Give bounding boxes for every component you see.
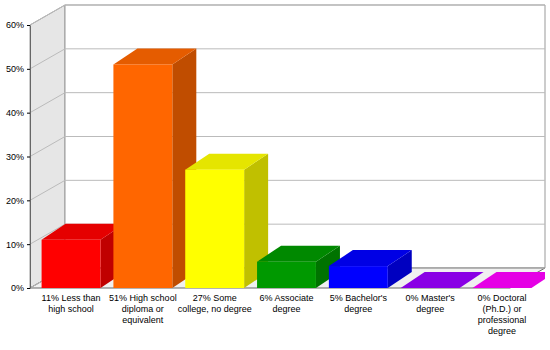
grid-line: [30, 5, 545, 25]
y-tick: 10%: [6, 240, 30, 250]
x-tick-label-line: diploma or: [122, 304, 164, 314]
y-tick-mark: [27, 113, 30, 114]
bar-top: [473, 272, 545, 288]
x-tick-label-line: 0% Master's: [406, 293, 456, 303]
y-tick: 60%: [6, 20, 30, 30]
bar-top: [329, 250, 412, 266]
x-tick-label-line: 27% Some: [193, 293, 237, 303]
y-tick-label: 50%: [6, 64, 24, 74]
y-tick: 50%: [6, 64, 30, 74]
y-tick-mark: [27, 244, 30, 245]
x-tick: 0% Doctoral(Ph.D.) orprofessionaldegree: [477, 292, 526, 336]
bar-group: [257, 246, 340, 288]
x-tick-label-line: 5% Bachelor's: [330, 293, 388, 303]
grid-line: [30, 180, 545, 200]
y-tick-label: 60%: [6, 20, 24, 30]
x-tick-label: 11% Less thanhigh school: [42, 293, 101, 314]
x-tick-label: 6% Associatedegree: [259, 293, 313, 314]
y-tick-label: 0%: [11, 283, 24, 293]
x-tick-label-line: (Ph.D.) or: [482, 304, 521, 314]
x-tick-label-line: 51% High school: [109, 293, 177, 303]
x-tick-label-line: degree: [416, 304, 444, 314]
grid-line: [30, 137, 545, 157]
x-tick-label: 0% Master'sdegree: [406, 293, 456, 314]
y-tick-mark: [27, 200, 30, 201]
x-tick-label: 27% Somecollege, no degree: [178, 293, 252, 314]
x-tick-label-line: professional: [478, 315, 527, 325]
x-tick: 5% Bachelor'sdegree: [330, 292, 388, 314]
bar: [473, 288, 532, 289]
bar: [185, 170, 244, 288]
y-tick-label: 10%: [6, 240, 24, 250]
x-tick-label: 5% Bachelor'sdegree: [330, 293, 388, 314]
x-tick-label-line: high school: [48, 304, 94, 314]
grid-line: [30, 93, 545, 113]
chart: 0% 10% 20% 30% 40% 50% 60% 11% Less thanhigh sc…: [0, 0, 550, 350]
x-tick-label-line: college, no degree: [178, 304, 252, 314]
grid-line: [30, 49, 545, 69]
y-tick-mark: [27, 69, 30, 70]
x-axis: 11% Less thanhigh school51% High schoold…: [42, 292, 527, 336]
grid: [30, 5, 545, 288]
bar-group: [113, 48, 196, 288]
x-tick: 27% Somecollege, no degree: [178, 292, 252, 314]
bar: [401, 288, 460, 289]
x-tick-label: 0% Doctoral(Ph.D.) orprofessionaldegree: [477, 293, 526, 335]
y-tick-label: 40%: [6, 108, 24, 118]
bar-group: [329, 250, 412, 288]
x-tick: 6% Associatedegree: [259, 292, 313, 314]
bar: [113, 64, 172, 288]
y-tick: 20%: [6, 196, 30, 206]
y-axis-line: [30, 26, 31, 289]
x-tick: 11% Less thanhigh school: [42, 292, 101, 314]
y-tick-label: 20%: [6, 196, 24, 206]
bar: [257, 262, 316, 288]
bar-group: [401, 272, 484, 288]
bar-top: [113, 48, 196, 64]
bar-top: [42, 224, 125, 240]
x-tick-label-line: degree: [488, 326, 516, 336]
bar-top: [401, 272, 484, 288]
x-tick-label-line: degree: [272, 304, 300, 314]
y-tick-mark: [27, 288, 30, 289]
y-axis: 0% 10% 20% 30% 40% 50% 60%: [6, 20, 31, 293]
bar-group: [473, 272, 545, 288]
y-tick-mark: [27, 157, 30, 158]
bars: [42, 48, 545, 288]
bar-group: [185, 154, 268, 288]
y-tick-mark: [27, 25, 30, 26]
x-tick: 0% Master'sdegree: [406, 292, 456, 314]
x-tick: 51% High schooldiploma orequivalent: [109, 292, 177, 325]
x-tick-label: 51% High schooldiploma orequivalent: [109, 293, 177, 325]
y-tick: 0%: [11, 283, 30, 293]
y-tick-label: 30%: [6, 152, 24, 162]
x-tick-label-line: equivalent: [122, 315, 164, 325]
bar: [329, 266, 388, 288]
y-tick: 40%: [6, 108, 30, 118]
bar-top: [185, 154, 268, 170]
x-tick-label-line: 0% Doctoral: [477, 293, 526, 303]
bar: [42, 240, 101, 288]
y-tick: 30%: [6, 152, 30, 162]
x-tick-label-line: 11% Less than: [42, 293, 101, 303]
x-tick-label-line: 6% Associate: [259, 293, 313, 303]
bar-top: [257, 246, 340, 262]
bar-group: [42, 224, 125, 288]
x-tick-label-line: degree: [344, 304, 372, 314]
